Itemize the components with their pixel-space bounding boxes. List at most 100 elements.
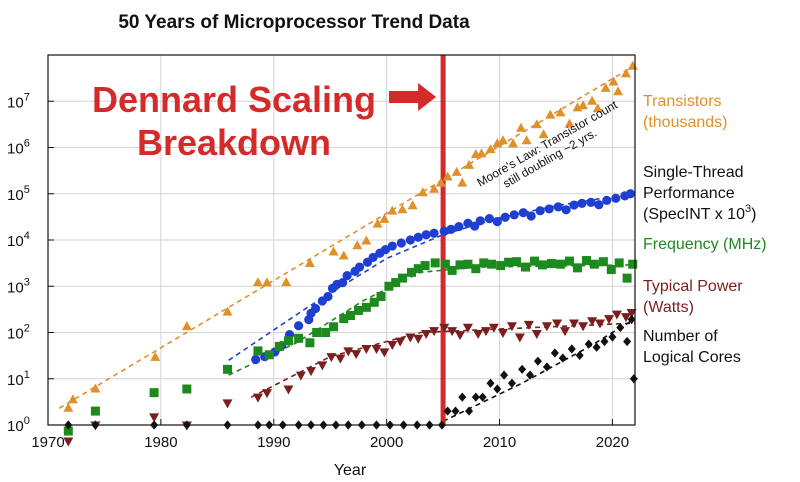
- point-power: [569, 319, 580, 329]
- x-tick-label: 2020: [596, 434, 629, 451]
- point-power: [552, 319, 563, 329]
- point-cores: [558, 353, 567, 363]
- point-transistors: [497, 135, 508, 145]
- point-single_thread: [484, 214, 494, 224]
- point-power: [447, 327, 458, 337]
- point-power: [379, 348, 390, 358]
- point-cores: [507, 378, 516, 388]
- callout-line1: Dennard Scaling: [92, 79, 376, 120]
- point-frequency: [479, 258, 489, 268]
- x-tick-label: 1970: [31, 434, 64, 451]
- point-frequency: [253, 346, 263, 356]
- point-cores: [500, 370, 509, 380]
- y-tick-label: 107: [7, 91, 30, 111]
- grid-lines: [47, 55, 635, 426]
- point-frequency: [572, 263, 582, 273]
- point-transistors: [379, 213, 390, 223]
- point-frequency: [420, 261, 430, 271]
- point-transistors: [538, 129, 549, 139]
- point-cores: [575, 350, 584, 360]
- point-frequency: [294, 333, 304, 343]
- point-transistors: [281, 277, 292, 287]
- point-transistors: [492, 138, 503, 148]
- point-cores: [533, 356, 542, 366]
- point-power: [306, 367, 317, 377]
- point-frequency: [471, 264, 481, 274]
- point-frequency: [622, 273, 632, 283]
- point-power: [531, 330, 542, 340]
- point-cores: [584, 339, 593, 349]
- point-cores: [608, 332, 617, 342]
- point-frequency: [376, 292, 386, 302]
- point-transistors: [485, 144, 496, 154]
- x-tick-label: 1990: [257, 434, 290, 451]
- point-cores: [518, 364, 527, 374]
- point-single_thread: [594, 200, 604, 210]
- y-tick-label: 102: [7, 323, 30, 343]
- y-tick-label: 105: [7, 184, 30, 204]
- y-tick-label: 101: [7, 369, 30, 389]
- point-transistors: [627, 60, 638, 70]
- point-power: [421, 330, 432, 340]
- point-transistors: [222, 306, 233, 316]
- point-frequency: [312, 328, 322, 337]
- point-frequency: [496, 261, 506, 271]
- point-cores: [493, 384, 502, 394]
- point-frequency: [369, 297, 379, 307]
- y-tick-label: 100: [7, 415, 30, 435]
- y-tick-label: 103: [7, 276, 30, 296]
- point-transistors: [397, 204, 408, 214]
- point-single_thread: [294, 321, 304, 331]
- point-single_thread: [500, 212, 510, 222]
- legend-power-line2: (Watts): [643, 299, 694, 316]
- point-single_thread: [586, 197, 596, 208]
- point-single_thread: [251, 354, 261, 365]
- point-power: [455, 331, 466, 341]
- point-transistors: [531, 119, 542, 129]
- point-power: [317, 361, 328, 371]
- point-transistors: [328, 246, 339, 256]
- point-power: [560, 327, 571, 337]
- point-cores: [600, 336, 609, 347]
- point-power: [283, 385, 294, 395]
- point-transistors: [578, 100, 589, 110]
- point-transistors: [613, 86, 624, 96]
- point-frequency: [440, 259, 450, 269]
- point-frequency: [283, 336, 293, 346]
- point-frequency: [555, 259, 565, 269]
- point-single_thread: [577, 198, 587, 208]
- point-transistors: [63, 402, 74, 412]
- point-transistors: [90, 383, 101, 393]
- point-single_thread: [553, 202, 563, 212]
- point-single_thread: [492, 216, 502, 227]
- point-power: [480, 327, 491, 337]
- point-frequency: [63, 426, 73, 436]
- point-single_thread: [380, 245, 391, 255]
- point-frequency: [487, 259, 497, 269]
- point-transistors: [555, 107, 566, 117]
- point-frequency: [353, 305, 363, 315]
- point-frequency: [589, 259, 599, 269]
- chart-title: 50 Years of Microprocessor Trend Data: [118, 12, 470, 33]
- point-single_thread: [368, 252, 378, 263]
- point-single_thread: [323, 291, 333, 302]
- point-frequency: [346, 311, 356, 321]
- point-transistors: [435, 177, 446, 187]
- point-transistors: [352, 240, 363, 250]
- point-transistors: [620, 68, 631, 78]
- point-power: [335, 354, 346, 364]
- point-frequency: [530, 256, 540, 266]
- point-frequency: [222, 364, 232, 374]
- point-frequency: [182, 384, 192, 394]
- point-power: [261, 389, 272, 399]
- point-transistors: [261, 277, 272, 287]
- point-frequency: [361, 302, 371, 312]
- point-single_thread: [354, 262, 365, 272]
- trend-line-transistors: [58, 64, 636, 409]
- point-cores: [627, 314, 636, 324]
- point-transistors: [252, 277, 263, 287]
- point-single_thread: [544, 204, 554, 214]
- point-power: [506, 322, 517, 332]
- point-frequency: [447, 265, 457, 275]
